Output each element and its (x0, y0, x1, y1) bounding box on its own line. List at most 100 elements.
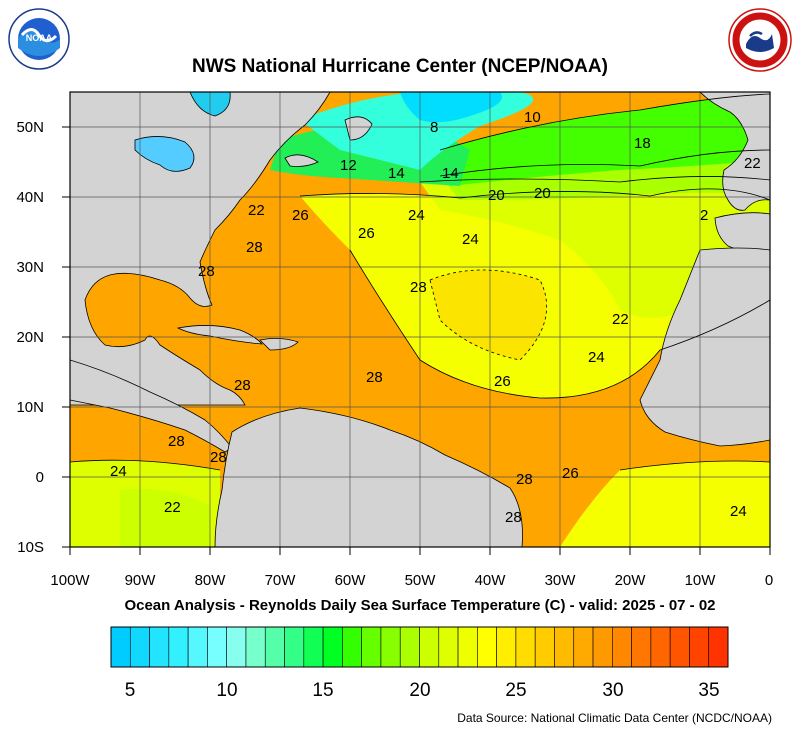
sst-band-south-22 (120, 488, 210, 547)
great-lakes (134, 136, 195, 172)
colorbar-swatch (669, 626, 690, 668)
colorbar-tick-label: 5 (125, 680, 136, 701)
colorbar-swatch (689, 626, 710, 668)
contour-label: 10 (524, 109, 541, 126)
colorbar-swatch (284, 626, 305, 668)
noaa-logo-text: NOAA (26, 33, 53, 43)
colorbar-swatch (226, 626, 247, 668)
noaa-logo-graphic: NOAA (8, 8, 70, 70)
europe-landmass (699, 92, 770, 211)
colorbar-swatch (207, 626, 227, 668)
colorbar-swatch (187, 626, 208, 668)
colorbar-swatch (592, 626, 613, 668)
sst-band-22 (420, 176, 770, 318)
contour-label: 22 (744, 155, 761, 172)
colorbar-swatch (110, 626, 131, 668)
contour-label: 20 (488, 187, 505, 204)
sst-band-southeast-24 (560, 461, 770, 547)
colorbar-frame (110, 626, 729, 668)
colorbar-tick-label: 10 (216, 680, 237, 701)
contour-label: 24 (110, 463, 127, 480)
data-source: Data Source: National Climatic Data Cent… (457, 711, 772, 725)
colorbar-tick-label: 35 (698, 680, 719, 701)
colorbar-swatch (650, 626, 671, 668)
contour-label: 28 (246, 239, 263, 256)
colorbar-swatch (515, 626, 536, 668)
lon-label: 50W (405, 572, 437, 589)
colorbar-swatch (303, 626, 324, 668)
lon-label: 90W (125, 572, 157, 589)
contour-label: 12 (340, 157, 357, 174)
colorbar-tick-label: 15 (312, 680, 333, 701)
contour-label: 28 (210, 449, 227, 466)
newfoundland (344, 116, 373, 141)
lat-label: 50N (16, 119, 44, 136)
colorbar-swatch (631, 626, 652, 668)
colorbar-ticks: 5 10 15 20 25 30 35 (125, 680, 720, 701)
lon-labels: 100W 90W 80W 70W 60W 50W 40W 30W 20W 10W… (50, 572, 773, 589)
contour-label: 24 (730, 503, 747, 520)
contour-label: 26 (358, 225, 375, 242)
central-america-landmass (70, 359, 233, 453)
lat-label: 20N (16, 329, 44, 346)
contour-label: 28 (198, 263, 215, 280)
colorbar-swatch (554, 626, 575, 668)
contour-label: 28 (516, 471, 533, 488)
colorbar-tick-label: 25 (505, 680, 526, 701)
lat-label: 10S (17, 539, 44, 556)
lon-label: 100W (50, 572, 90, 589)
contour-label: 22 (248, 202, 265, 219)
colorbar-swatch (361, 626, 382, 668)
nws-logo-graphic (728, 8, 792, 72)
contour-label-group: 10 8 18 22 12 14 14 20 20 2 22 26 24 26 … (110, 109, 761, 526)
africa-landmass (639, 247, 770, 447)
contour-label: 22 (612, 311, 629, 328)
contour-lines (70, 93, 770, 471)
colorbar-swatch (477, 626, 497, 668)
contour-label: 24 (408, 207, 425, 224)
contour-label: 28 (234, 377, 251, 394)
colorbar-swatch (438, 626, 459, 668)
sst-band-26-inner (430, 270, 547, 360)
contour-label: 8 (430, 119, 438, 136)
lon-label: 80W (195, 572, 227, 589)
colorbar-tick-label: 20 (409, 680, 430, 701)
lon-label: 60W (335, 572, 367, 589)
lat-label: 30N (16, 259, 44, 276)
contour-label: 24 (588, 349, 605, 366)
colorbar-swatch (573, 626, 594, 668)
graticule (70, 92, 770, 547)
contour-label: 20 (534, 185, 551, 202)
sst-band-8 (400, 92, 502, 123)
colorbar-swatches (110, 626, 729, 668)
colorbar-swatch (708, 626, 729, 668)
nws-logo (728, 8, 792, 72)
colorbar-swatch (457, 626, 478, 668)
sst-band-18 (440, 94, 770, 186)
colorbar-swatch (168, 626, 189, 668)
contour-label: 28 (168, 433, 185, 450)
page-title: NWS National Hurricane Center (NCEP/NOAA… (192, 56, 608, 77)
colorbar-swatch (149, 626, 170, 668)
contour-label: 28 (410, 279, 427, 296)
colorbar-tick-label: 30 (602, 680, 623, 701)
lon-label: 10W (685, 572, 717, 589)
contour-label: 14 (388, 165, 405, 182)
contour-label: 28 (505, 509, 522, 526)
lon-label: 70W (265, 572, 297, 589)
lon-label: 0 (765, 572, 773, 589)
landmass-group (70, 92, 770, 547)
colorbar-swatch (419, 626, 440, 668)
nova-scotia (284, 154, 319, 167)
lat-label: 10N (16, 399, 44, 416)
north-america-landmass (70, 92, 331, 406)
colorbar-swatch (129, 626, 150, 668)
lon-label: 30W (545, 572, 577, 589)
contour-label: 28 (366, 369, 383, 386)
colorbar-swatch (245, 626, 266, 668)
noaa-logo: NOAA (8, 8, 70, 70)
lat-labels: 50N 40N 30N 20N 10N 0 10S (16, 119, 44, 556)
contour-label: 18 (634, 135, 651, 152)
south-america-landmass (214, 407, 523, 547)
colorbar-swatch (264, 626, 285, 668)
